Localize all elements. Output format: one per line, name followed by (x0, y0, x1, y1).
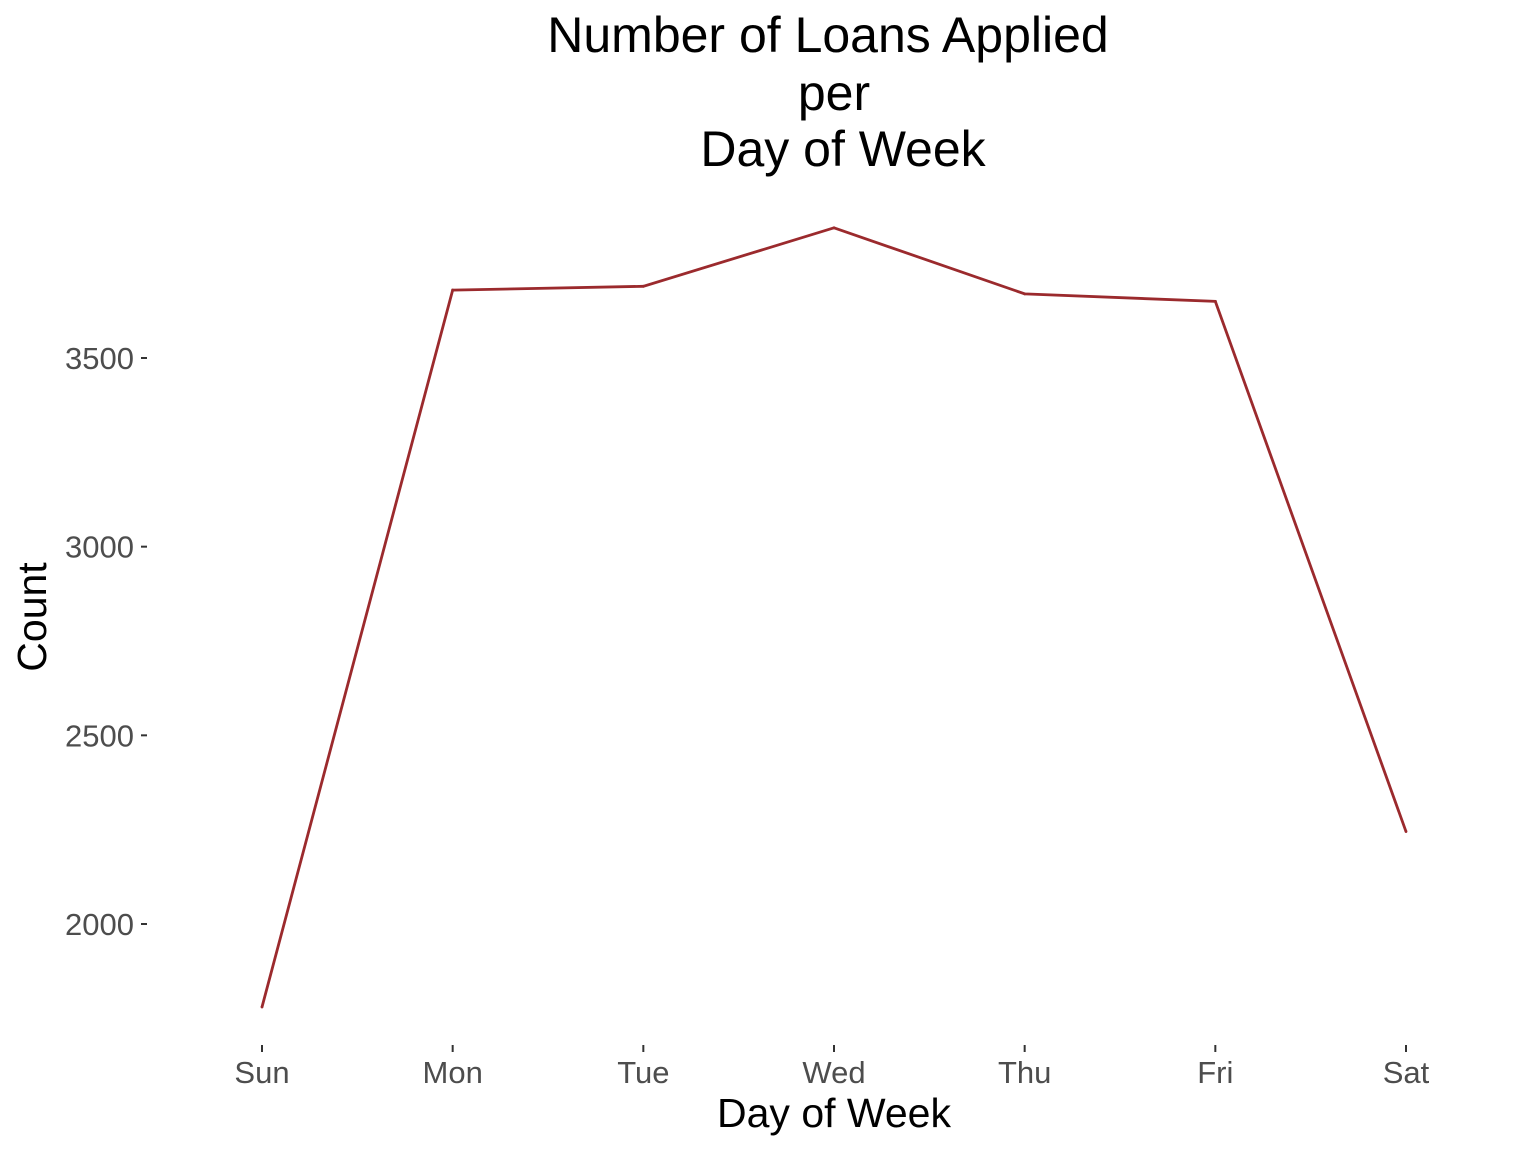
chart-title-line-1: Number of Loans Applied (547, 7, 1108, 63)
y-tick-label: 3500 (65, 341, 134, 376)
data-point-wed (832, 226, 836, 230)
x-tick-label-mon: Mon (423, 1055, 483, 1090)
x-tick-label-sat: Sat (1383, 1055, 1430, 1090)
data-point-sat (1404, 830, 1408, 833)
x-axis-title: Day of Week (717, 1090, 951, 1136)
y-tick-label: 2000 (65, 907, 134, 942)
data-point-tue (641, 284, 645, 288)
y-axis: 2000 2500 3000 3500 (65, 341, 147, 942)
data-point-mon (451, 288, 455, 292)
y-tick-label: 3000 (65, 530, 134, 565)
y-axis-title: Count (9, 562, 55, 672)
data-point-fri (1213, 300, 1217, 303)
x-tick-label-sun: Sun (234, 1055, 289, 1090)
x-tick-label-thu: Thu (998, 1055, 1051, 1090)
x-tick-label-tue: Tue (617, 1055, 669, 1090)
x-tick-label-fri: Fri (1197, 1055, 1233, 1090)
y-tick-label: 2500 (65, 718, 134, 753)
data-point-thu (1023, 292, 1027, 296)
data-points (260, 226, 1408, 1009)
series-line (260, 226, 1408, 1008)
x-axis: Sun Mon Tue Wed Thu Fri Sat (234, 1045, 1430, 1090)
chart-title-line-2: per (798, 65, 870, 121)
x-tick-label-wed: Wed (802, 1055, 865, 1090)
chart-title-line-3: Day of Week (700, 121, 986, 177)
data-point-sun (260, 1005, 264, 1009)
chart-title: Number of Loans Applied per Day of Week (547, 7, 1108, 177)
